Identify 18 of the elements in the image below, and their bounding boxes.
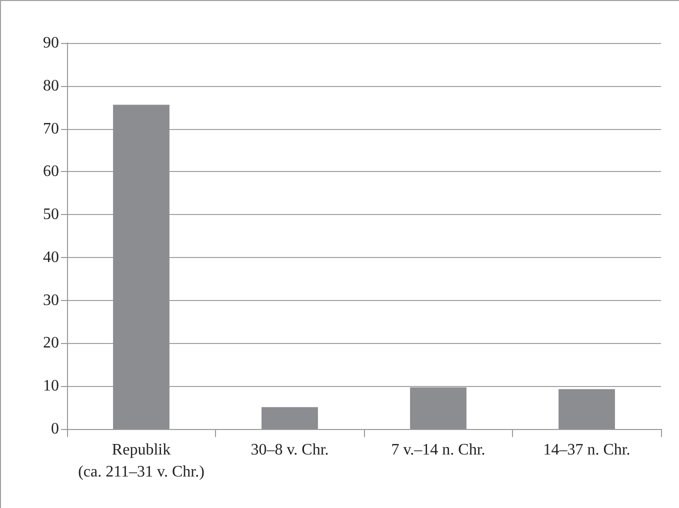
y-tick-label: 40 — [43, 248, 59, 266]
x-tick-label: Republik (ca. 211–31 v. Chr.) — [78, 442, 204, 480]
y-tick-label: 50 — [43, 206, 59, 224]
y-tick-label: 90 — [43, 34, 59, 52]
bar — [113, 104, 170, 429]
bar — [262, 407, 318, 429]
x-tick-label: 30–8 v. Chr. — [250, 442, 329, 458]
x-tick-label: 7 v.–14 n. Chr. — [391, 442, 486, 458]
y-tick-label: 10 — [43, 378, 59, 395]
bar — [558, 389, 615, 429]
bar — [410, 387, 466, 429]
y-tick-label: 60 — [43, 163, 59, 180]
y-tick-label: 0 — [51, 420, 59, 438]
y-tick-label: 30 — [43, 292, 59, 309]
x-tick-label: 14–37 n. Chr. — [543, 442, 630, 458]
y-tick-label: 80 — [43, 77, 59, 94]
y-tick-label: 20 — [43, 334, 59, 352]
y-tick-label: 70 — [43, 120, 59, 138]
